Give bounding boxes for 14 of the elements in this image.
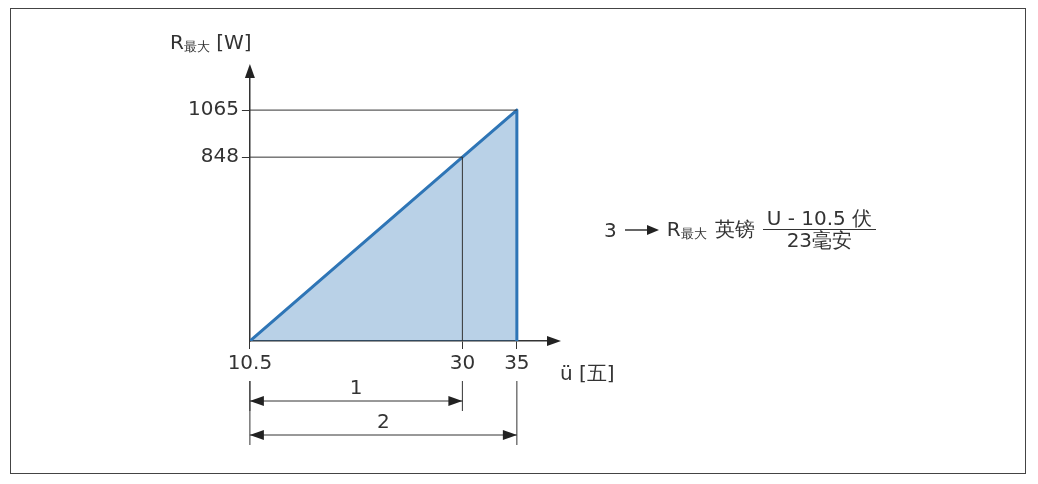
x-axis-title: ü [五] bbox=[560, 360, 615, 387]
y-tick-label: 848 bbox=[200, 143, 239, 168]
text: 1 bbox=[349, 375, 363, 400]
x-tick-label: 30 bbox=[449, 350, 476, 375]
text: 英镑 bbox=[714, 216, 755, 243]
text: 23毫安 bbox=[786, 228, 853, 252]
x-tick-label: 35 bbox=[504, 350, 530, 375]
y-tick-label: 1065 bbox=[187, 96, 239, 121]
x-tick-label: 10.5 bbox=[227, 350, 273, 375]
text: 3 bbox=[604, 217, 617, 242]
y-axis-title: R$_{最大}$ [W] bbox=[170, 30, 252, 56]
text: R$_{最大}$ bbox=[666, 216, 707, 243]
text: 2 bbox=[377, 409, 390, 434]
text: U - 10.5 伏 bbox=[762, 206, 877, 230]
